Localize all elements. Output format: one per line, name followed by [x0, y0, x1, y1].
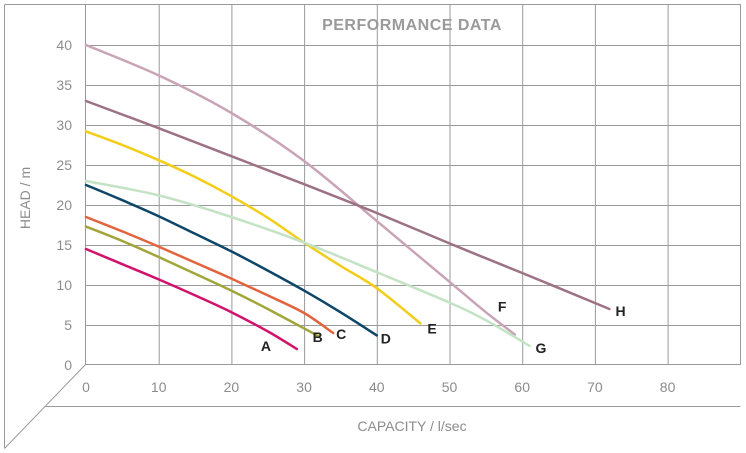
floor-diagonal-edge — [4, 364, 86, 449]
x-tick-label: 0 — [82, 379, 90, 395]
y-tick-label: 25 — [56, 157, 72, 173]
y-tick-label: 5 — [64, 317, 72, 333]
series-labels: A B C D E F G H — [261, 299, 626, 356]
x-tick-label: 20 — [224, 379, 240, 395]
series-line-e — [84, 130, 422, 325]
series-line-b — [84, 225, 320, 338]
series-label-a: A — [261, 338, 271, 354]
series-line-c — [84, 215, 335, 335]
tick-labels: 0 10 20 30 40 50 60 70 80 0 5 10 15 20 25 30 35 40 — [56, 37, 675, 395]
series-label-b: B — [313, 329, 323, 345]
series-label-h: H — [615, 303, 625, 319]
series-label-c: C — [336, 326, 346, 342]
series-line-h — [84, 99, 611, 311]
x-tick-label: 10 — [151, 379, 167, 395]
chart-title: PERFORMANCE DATA — [322, 17, 502, 34]
plot-back-wall — [85, 4, 741, 365]
x-tick-label: 30 — [296, 379, 312, 395]
x-tick-label: 40 — [369, 379, 385, 395]
series-line-d — [84, 183, 379, 337]
grid-layer — [86, 5, 740, 365]
y-tick-label: 40 — [56, 37, 72, 53]
series-label-d: D — [381, 330, 391, 346]
y-axis-title: HEAD / m — [17, 167, 33, 229]
x-axis-title: CAPACITY / l/sec — [357, 418, 466, 434]
y-tick-label: 30 — [56, 117, 72, 133]
series-line-a — [84, 247, 299, 351]
series-label-g: G — [535, 340, 546, 356]
series-layer — [84, 43, 611, 351]
x-tick-label: 80 — [660, 379, 676, 395]
x-tick-label: 60 — [514, 379, 530, 395]
series-label-e: E — [427, 320, 436, 336]
y-tick-label: 20 — [56, 197, 72, 213]
y-tick-label: 35 — [56, 77, 72, 93]
series-line-g — [84, 179, 531, 348]
y-tick-label: 15 — [56, 237, 72, 253]
y-tick-label: 0 — [64, 357, 72, 373]
series-line-f — [84, 43, 517, 336]
y-tick-label: 10 — [56, 277, 72, 293]
series-label-f: F — [498, 299, 507, 315]
x-tick-label: 70 — [587, 379, 603, 395]
x-tick-label: 50 — [442, 379, 458, 395]
